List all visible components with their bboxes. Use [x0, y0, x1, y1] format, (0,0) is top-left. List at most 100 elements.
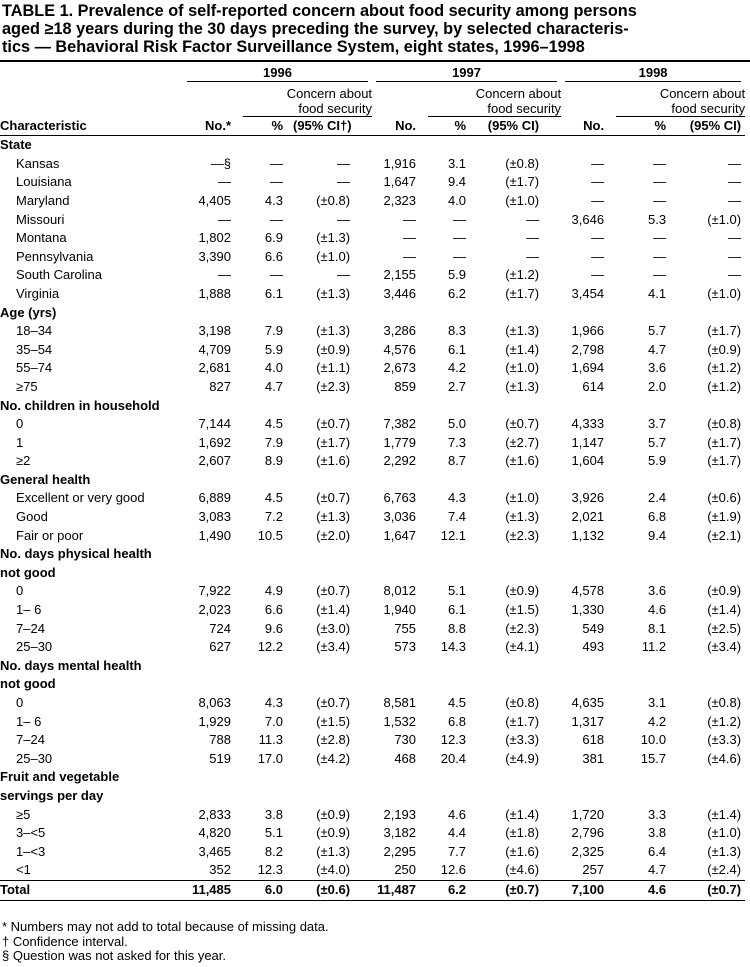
row-label: Louisiana — [16, 174, 72, 190]
data-row: South Carolina — — — 2,155 5.9 (±1.2) — — — — [0, 266, 745, 285]
row-label: <1 — [16, 862, 31, 878]
section-heading-row: Fruit and vegetable — [0, 768, 745, 787]
data-row: 25–30 627 12.2 (±3.4) 573 14.3 (±4.1) 493 11.2 (±… — [0, 638, 745, 657]
cell: 1,966 — [571, 323, 605, 339]
cell: (±1.0) — [505, 360, 540, 376]
cell: (±1.7) — [505, 713, 540, 729]
cell: (±1.0) — [707, 211, 742, 227]
cell: — — [270, 155, 283, 171]
cell: 1,604 — [571, 453, 605, 469]
cell: (±0.7) — [505, 416, 540, 432]
cell: (±1.2) — [505, 267, 540, 283]
footnote: § Question was not asked for this year. — [2, 948, 227, 963]
cell: — — [218, 174, 231, 190]
blank-cell — [0, 64, 183, 83]
cell: (±2.0) — [316, 527, 351, 543]
cell: 4.0 — [264, 360, 283, 376]
concern-line: Concern about — [659, 85, 746, 101]
row-label: ≥5 — [16, 806, 31, 822]
cell: 3.7 — [647, 416, 667, 432]
cell: 9.4 — [647, 527, 667, 543]
cell: 12.3 — [440, 732, 467, 748]
cell: 4,709 — [198, 341, 231, 357]
cell: 618 — [582, 732, 605, 748]
cell: (±1.2) — [707, 713, 742, 729]
data-row: 0 7,144 4.5 (±0.7) 7,382 5.0 (±0.7) 4,333 3.7 (±0… — [0, 415, 745, 434]
cell: (±0.7) — [676, 879, 746, 901]
row-label: 3–<5 — [16, 825, 46, 841]
cell: 5.1 — [264, 825, 283, 841]
cell: 4.0 — [447, 192, 467, 208]
row-label: ≥75 — [16, 378, 38, 394]
cell: 4.2 — [447, 360, 467, 376]
cell: — — [591, 192, 605, 208]
blank-cell — [372, 83, 420, 117]
section-heading: not good — [0, 676, 56, 692]
cell: 2,155 — [383, 267, 417, 283]
section-heading: servings per day — [0, 787, 104, 803]
data-row: 35–54 4,709 5.9 (±0.9) 4,576 6.1 (±1.4) 2,798 4.… — [0, 341, 745, 360]
cell: 7,382 — [383, 416, 417, 432]
cell: 6.1 — [264, 285, 283, 301]
cell: 3,182 — [383, 825, 417, 841]
cell: 4,635 — [571, 695, 605, 710]
cell: 8.3 — [447, 323, 467, 339]
cell: (±1.0) — [505, 490, 540, 506]
cell: 5.9 — [264, 341, 283, 357]
footnote: * Numbers may not add to total because o… — [2, 919, 329, 934]
cell: 4,405 — [198, 192, 231, 208]
cell: 7,922 — [198, 583, 231, 599]
cell: (±1.3) — [505, 509, 540, 525]
cell: 8,581 — [383, 695, 417, 710]
concern-line: food security — [428, 101, 562, 117]
section-heading-row: No. days physical health — [0, 545, 745, 564]
cell: 3.6 — [647, 360, 667, 376]
table-title: TABLE 1. Prevalence of self-reported con… — [2, 2, 750, 56]
cell: 4.4 — [447, 825, 467, 841]
row-label: 18–34 — [16, 323, 53, 339]
cell: 4.3 — [264, 695, 283, 710]
row-label: Total — [0, 879, 183, 901]
cell: (±1.7) — [316, 434, 351, 450]
cell: 2,325 — [571, 843, 605, 859]
cell: — — [453, 211, 467, 227]
data-row: ≥5 2,833 3.8 (±0.9) 2,193 4.6 (±1.4) 1,720 3.3 (±… — [0, 806, 745, 825]
column-header: No. — [372, 116, 421, 137]
row-label: 7–24 — [16, 620, 45, 636]
cell: 2,833 — [198, 806, 231, 822]
cell: (±0.7) — [316, 583, 351, 599]
section-heading-row: No. days mental health — [0, 657, 745, 676]
row-label: 55–74 — [16, 360, 53, 376]
cell: 2,021 — [571, 509, 605, 525]
cell: — — [270, 267, 283, 283]
cell: 3.6 — [647, 583, 667, 599]
data-row: 55–74 2,681 4.0 (±1.1) 2,673 4.2 (±1.0) 1,694 3.… — [0, 359, 745, 378]
cell: 4.3 — [447, 490, 467, 506]
cell: 3,446 — [383, 285, 417, 301]
row-label: 25–30 — [16, 750, 53, 766]
cell: (±1.9) — [707, 509, 742, 525]
concern-cell: Concern about food security — [420, 83, 562, 117]
cell: — — [270, 174, 283, 190]
year: 1996 — [187, 64, 369, 83]
section-heading: State — [0, 137, 32, 153]
cell: (±2.1) — [707, 527, 742, 543]
cell: — — [218, 267, 231, 283]
data-row: 1– 6 2,023 6.6 (±1.4) 1,940 6.1 (±1.5) 1,330 4.6… — [0, 601, 745, 620]
section-heading: Age (yrs) — [0, 304, 57, 320]
cell: 3,083 — [198, 509, 231, 525]
cell: 4,578 — [571, 583, 605, 599]
cell: 4.7 — [647, 862, 667, 878]
cell: (±2.3) — [505, 527, 540, 543]
cell: (±1.3) — [505, 378, 540, 394]
cell: 1,940 — [383, 602, 417, 618]
cell: 6.1 — [447, 602, 467, 618]
cell: 1,692 — [198, 434, 231, 450]
cell: 1,888 — [198, 285, 231, 301]
cell: 11.2 — [641, 639, 667, 655]
cell: (±2.8) — [316, 732, 351, 748]
cell: 3.3 — [647, 806, 667, 822]
cell: (±0.7) — [316, 416, 351, 432]
cell: (±1.0) — [316, 248, 351, 264]
row-label: 35–54 — [16, 341, 53, 357]
